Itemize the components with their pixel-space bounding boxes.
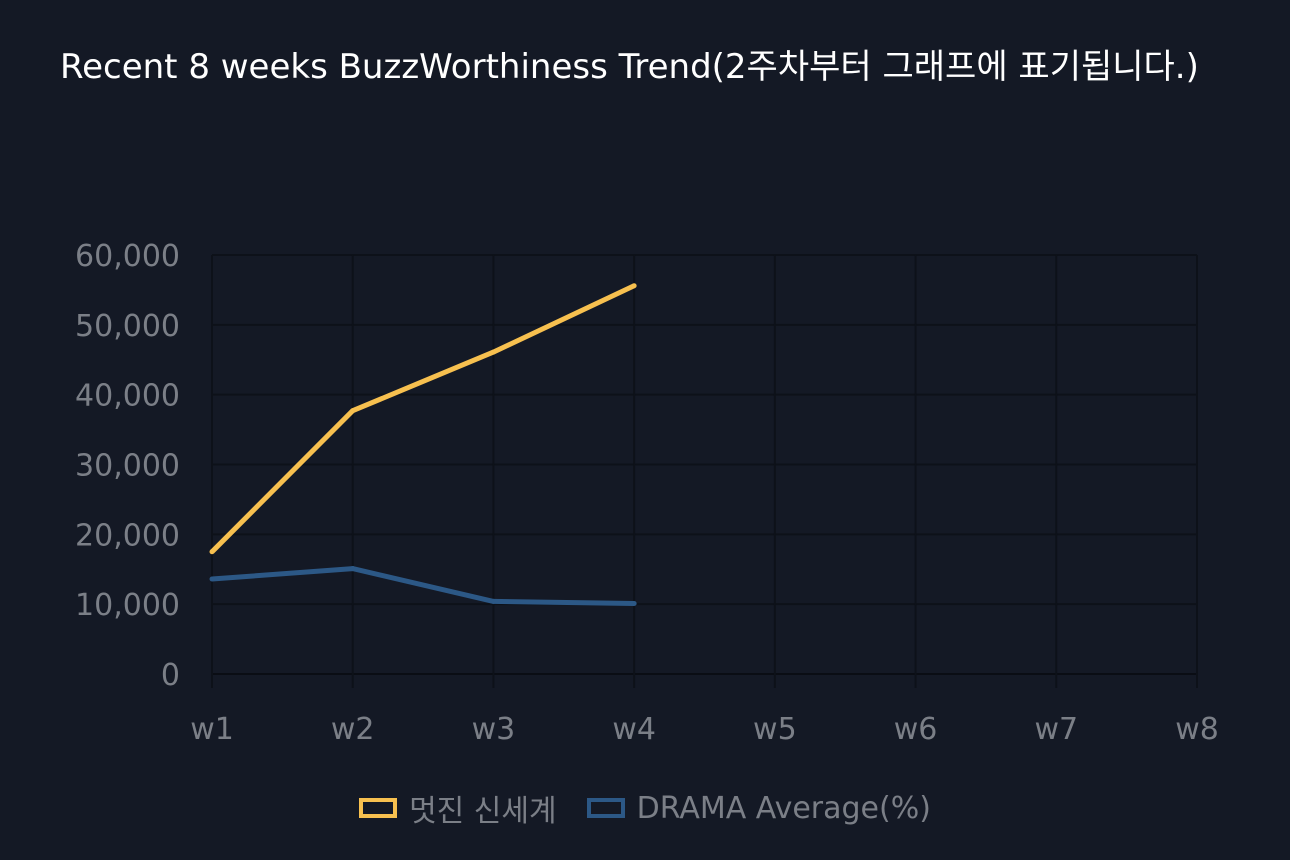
y-tick-label: 50,000 [75, 309, 180, 344]
data-point [490, 598, 496, 604]
y-tick-label: 10,000 [75, 588, 180, 623]
series-line-1 [210, 283, 636, 554]
series-line-2 [211, 566, 635, 606]
legend-item-2[interactable]: DRAMA Average(%) [586, 790, 931, 826]
data-point [209, 549, 215, 555]
legend-swatch [586, 798, 625, 818]
data-point [350, 408, 356, 414]
data-point [631, 283, 637, 289]
x-tick-label: w7 [1034, 712, 1078, 747]
data-point [631, 600, 637, 606]
legend-swatch [359, 798, 398, 818]
y-tick-label: 40,000 [75, 379, 180, 414]
x-tick-label: w6 [894, 712, 938, 747]
y-tick-label: 0 [161, 658, 180, 693]
data-point [209, 576, 215, 582]
data-point [350, 566, 356, 572]
chart-legend: 멋진 신세계 DRAMA Average(%) [0, 784, 1290, 832]
y-tick-label: 60,000 [75, 239, 180, 274]
x-tick-label: w1 [190, 712, 234, 747]
legend-item-1[interactable]: 멋진 신세계 [359, 786, 557, 830]
x-tick-label: w5 [753, 712, 797, 747]
data-point [490, 349, 496, 355]
x-tick-label: w8 [1175, 712, 1219, 747]
chart-title: Recent 8 weeks BuzzWorthiness Trend(2주차부… [60, 47, 1199, 87]
x-tick-label: w4 [612, 712, 656, 747]
legend-label: DRAMA Average(%) [636, 790, 931, 826]
legend-label: 멋진 신세계 [409, 794, 557, 829]
x-tick-label: w2 [331, 712, 375, 747]
x-tick-label: w3 [472, 712, 516, 747]
y-tick-label: 30,000 [75, 449, 180, 484]
y-tick-label: 20,000 [75, 518, 180, 553]
